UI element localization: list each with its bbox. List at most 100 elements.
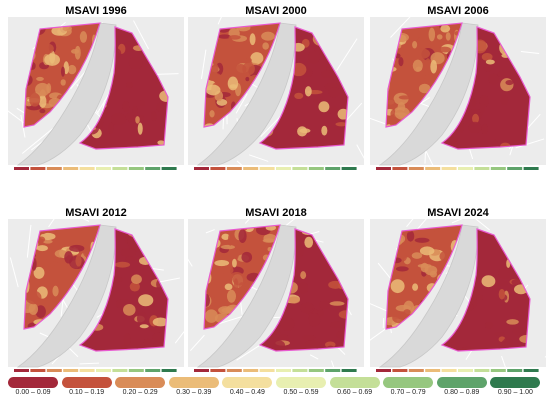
mini-legend-swatch: [79, 167, 95, 170]
mini-legend-swatch: [128, 167, 144, 170]
mini-legend-swatch: [425, 369, 441, 372]
street-line: [48, 219, 55, 228]
mini-legend-swatch: [259, 167, 275, 170]
legend-swatch: [436, 377, 487, 388]
street-line: [451, 219, 463, 224]
mini-legend-swatch: [523, 369, 539, 372]
street-line: [515, 138, 545, 149]
mini-legend-swatch: [308, 167, 324, 170]
street-line: [79, 362, 100, 365]
legend-item: 0.50 – 0.59: [276, 376, 326, 400]
mini-legend-swatch: [507, 369, 523, 372]
panel-title: MSAVI 2024: [427, 207, 489, 219]
mini-legend-swatch: [292, 167, 308, 170]
mini-legend-swatch: [210, 167, 226, 170]
mini-legend-swatch: [96, 167, 111, 170]
legend-swatch: [222, 377, 273, 388]
legend-item: 0.80 – 0.89: [436, 376, 487, 400]
map-panel: MSAVI 2012: [8, 206, 184, 380]
mini-legend-swatch: [226, 369, 242, 372]
legend-item: 0.00 – 0.09: [8, 376, 58, 400]
mini-legend-swatch: [341, 369, 357, 372]
street-line: [406, 219, 414, 228]
map-panel: MSAVI 2000: [188, 4, 364, 178]
msavi-map: [188, 219, 364, 372]
street-line: [155, 73, 179, 75]
area-boundary: [78, 26, 169, 150]
legend-item: 0.30 – 0.39: [168, 376, 219, 400]
street-line: [239, 300, 243, 315]
street-line: [370, 303, 390, 313]
legend-item: 0.70 – 0.79: [383, 376, 434, 400]
street-line: [200, 49, 207, 80]
msavi-legend: 0.00 – 0.09 0.10 – 0.19 0.20 – 0.29 0.30 – …: [8, 376, 544, 400]
street-line: [244, 219, 251, 224]
map-panel: MSAVI 2006: [370, 4, 546, 178]
river: [378, 224, 479, 368]
street-line: [217, 17, 222, 25]
msavi-map: [370, 219, 546, 379]
street-line: [16, 107, 26, 114]
mini-legend-swatch: [46, 369, 62, 372]
street-line: [189, 334, 205, 352]
street-line: [475, 219, 490, 231]
msavi-map: [8, 219, 184, 372]
msavi-map: [188, 17, 364, 174]
mini-legend-swatch: [292, 369, 308, 372]
legend-label: 0.10 – 0.19: [69, 389, 105, 396]
mini-legend-swatch: [259, 369, 275, 372]
map-panel: MSAVI 1996: [8, 4, 184, 178]
street-line: [356, 144, 364, 159]
legend-swatch: [329, 377, 380, 388]
mini-legend-swatch: [210, 369, 226, 372]
legend-swatch: [61, 377, 112, 388]
street-line: [336, 38, 358, 71]
map-panel: MSAVI 2024: [370, 206, 546, 380]
street-line: [248, 154, 269, 162]
street-line: [174, 330, 184, 344]
area-boundary: [440, 26, 531, 150]
mini-legend-swatch: [458, 167, 473, 170]
legend-label: 0.60 – 0.69: [337, 389, 373, 396]
mini-legend-swatch: [276, 369, 291, 372]
mini-legend-swatch: [341, 167, 357, 170]
mini-legend-swatch: [376, 369, 391, 372]
mini-legend-swatch: [243, 167, 259, 170]
street-line: [205, 229, 215, 234]
legend-item: 0.90 – 1.00: [490, 376, 541, 400]
street-line: [236, 160, 251, 174]
mini-legend-swatch: [276, 167, 291, 170]
mini-legend-swatch: [408, 167, 424, 170]
panel-title: MSAVI 2018: [245, 207, 307, 219]
legend-label: 0.20 – 0.29: [122, 389, 158, 396]
mini-legend-swatch: [523, 167, 539, 170]
mini-legend-swatch: [145, 167, 161, 170]
legend-label: 0.50 – 0.59: [283, 389, 319, 396]
street-line: [345, 102, 363, 122]
mini-legend-swatch: [96, 369, 111, 372]
mini-legend-swatch: [474, 369, 490, 372]
street-line: [520, 51, 540, 54]
mini-legend-swatch: [425, 167, 441, 170]
mini-legend-swatch: [325, 369, 341, 372]
mini-legend-swatch: [46, 167, 62, 170]
river: [378, 22, 479, 166]
mini-legend-swatch: [490, 369, 506, 372]
panel-title: MSAVI 1996: [65, 5, 127, 17]
street-line: [21, 127, 54, 154]
street-line: [9, 257, 19, 288]
mini-legend-swatch: [112, 369, 128, 372]
street-line: [370, 117, 386, 125]
mini-legend-swatch: [30, 167, 46, 170]
legend-swatch: [115, 377, 166, 388]
mini-legend-swatch: [507, 167, 523, 170]
river: [16, 224, 117, 368]
mini-legend-swatch: [392, 167, 408, 170]
mini-legend-swatch: [161, 369, 177, 372]
legend-label: 0.00 – 0.09: [15, 389, 51, 396]
legend-swatch: [383, 377, 434, 388]
mini-legend-swatch: [474, 167, 490, 170]
legend-label: 0.70 – 0.79: [390, 389, 426, 396]
legend-item: 0.40 – 0.49: [222, 376, 273, 400]
street-line: [235, 93, 248, 114]
